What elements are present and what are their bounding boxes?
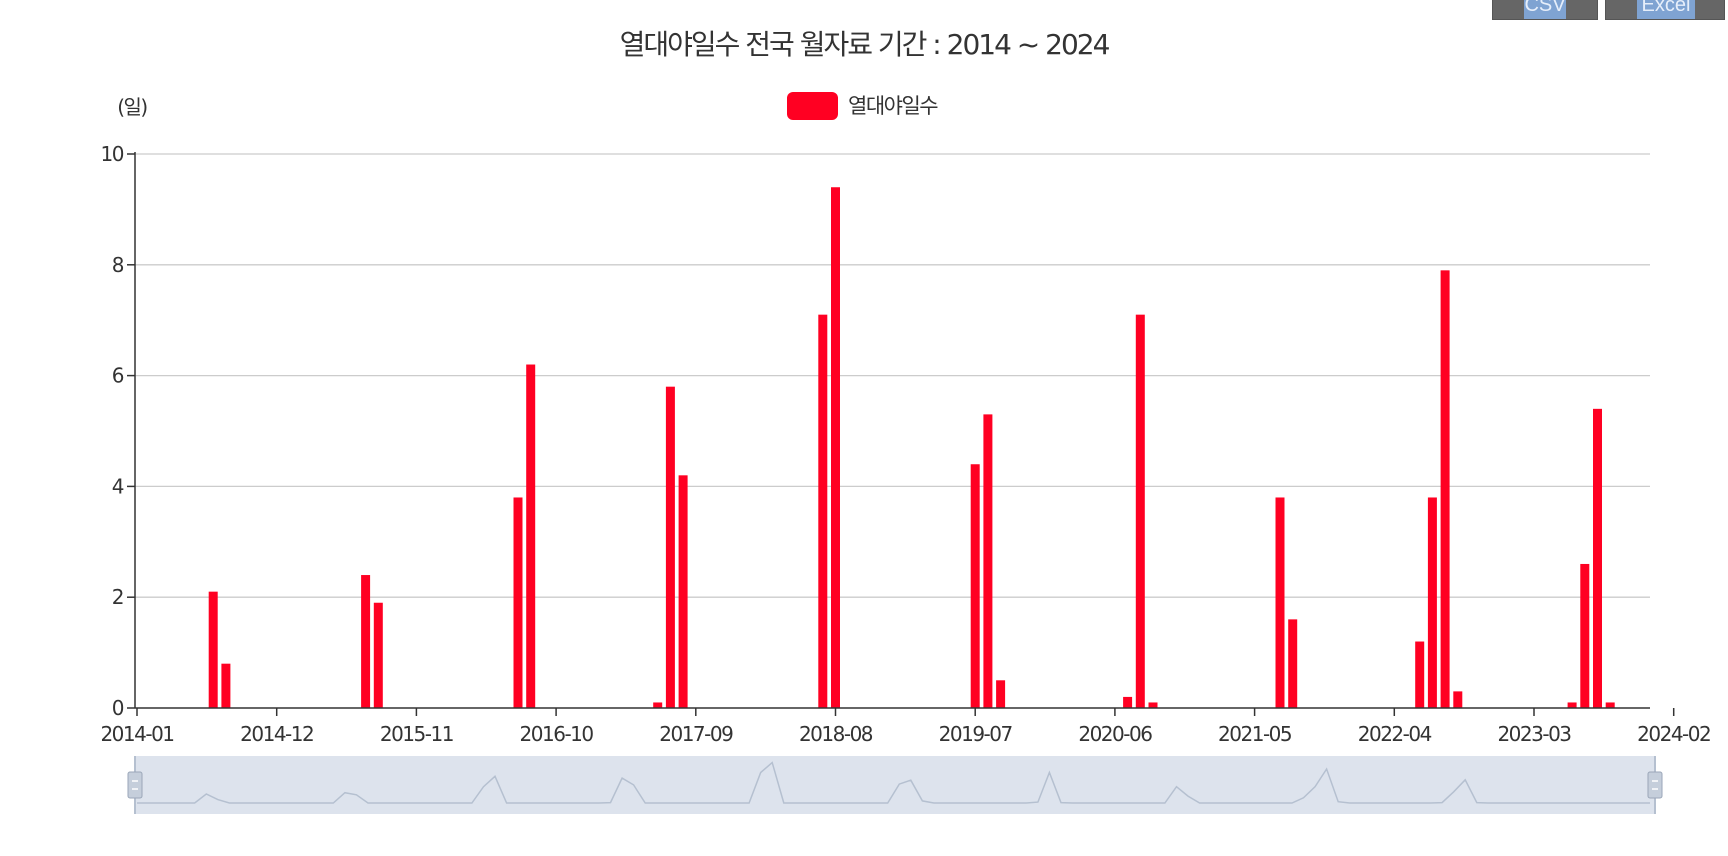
y-tick-label: 10 bbox=[101, 142, 124, 166]
bar bbox=[970, 464, 980, 708]
bar bbox=[1605, 702, 1615, 708]
x-tick-label: 2016-10 bbox=[520, 722, 594, 746]
bar bbox=[665, 386, 675, 708]
navigator-series-line bbox=[137, 761, 1650, 804]
y-axis: 0 2 4 6 8 10 bbox=[101, 142, 136, 720]
x-tick-label: 2022-04 bbox=[1358, 722, 1432, 746]
x-tick-label: 2020-06 bbox=[1078, 722, 1152, 746]
x-tick-label: 2023-03 bbox=[1497, 722, 1571, 746]
csv-button-label: CSV bbox=[1524, 0, 1566, 19]
legend-swatch bbox=[787, 92, 838, 120]
y-tick-label: 0 bbox=[112, 696, 124, 720]
navigator[interactable] bbox=[127, 756, 1663, 814]
x-axis: 2014-01 2014-12 2015-11 2016-10 2017-09 2018-… bbox=[100, 707, 1712, 746]
x-tick-label: 2018-08 bbox=[799, 722, 873, 746]
bar-series bbox=[208, 187, 1615, 709]
chart-title: 열대야일수 전국 월자료 기간 : 2014 ~ 2024 bbox=[620, 28, 1110, 61]
navigator-right-handle[interactable] bbox=[1647, 771, 1663, 799]
bar bbox=[1453, 691, 1463, 708]
bar bbox=[996, 680, 1006, 708]
bar bbox=[983, 414, 993, 708]
navigator-left-handle[interactable] bbox=[127, 771, 143, 799]
bar bbox=[221, 663, 231, 708]
x-tick-label: 2024-02 bbox=[1637, 722, 1710, 746]
x-tick-label: 2017-09 bbox=[659, 722, 733, 746]
bar bbox=[1427, 497, 1437, 708]
bar bbox=[1580, 563, 1590, 708]
bar bbox=[653, 702, 663, 708]
grid-layer bbox=[135, 153, 1650, 598]
navigator-background bbox=[135, 756, 1655, 814]
x-tick-label: 2015-11 bbox=[380, 722, 453, 746]
bar bbox=[208, 591, 218, 708]
bar bbox=[1135, 314, 1145, 708]
bar bbox=[678, 475, 688, 708]
legend[interactable]: 열대야일수 bbox=[787, 92, 940, 120]
bar bbox=[1123, 696, 1133, 708]
x-tick-label: 2014-12 bbox=[240, 722, 313, 746]
bar bbox=[1440, 270, 1450, 708]
y-tick-label: 4 bbox=[112, 474, 124, 498]
bar bbox=[1593, 408, 1602, 708]
bar bbox=[1415, 641, 1425, 708]
excel-download-button[interactable]: Excel bbox=[1605, 0, 1725, 20]
bar bbox=[831, 187, 840, 709]
bar bbox=[1288, 619, 1298, 708]
bar bbox=[373, 602, 383, 708]
y-tick-label: 2 bbox=[112, 585, 123, 609]
x-tick-label: 2014-01 bbox=[100, 722, 173, 746]
bar bbox=[1148, 702, 1158, 708]
bar bbox=[1567, 702, 1577, 708]
y-axis-unit-label: (일) bbox=[117, 95, 147, 119]
bar bbox=[361, 575, 371, 708]
bar bbox=[526, 364, 536, 708]
legend-label: 열대야일수 bbox=[848, 94, 938, 118]
x-tick-label: 2019-07 bbox=[939, 722, 1013, 746]
y-tick-label: 8 bbox=[112, 253, 124, 277]
x-tick-label: 2021-05 bbox=[1218, 722, 1291, 746]
y-tick-label: 6 bbox=[112, 364, 124, 388]
bar bbox=[818, 314, 828, 708]
bar bbox=[1275, 497, 1285, 708]
csv-download-button[interactable]: CSV bbox=[1492, 0, 1598, 20]
excel-button-label: Excel bbox=[1637, 0, 1695, 19]
bar bbox=[513, 497, 523, 708]
